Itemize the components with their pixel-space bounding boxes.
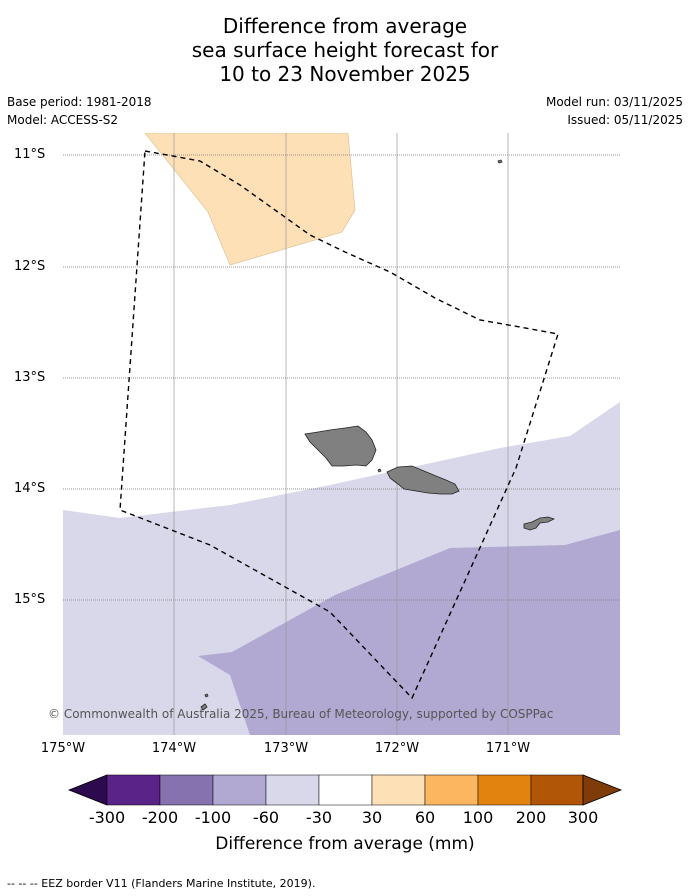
- colorbar-label: 100: [462, 808, 494, 827]
- land-areas: [200, 159, 556, 711]
- colorbar-label: 60: [414, 808, 436, 827]
- colorbar-title: Difference from average (mm): [215, 834, 475, 854]
- base-period: Base period: 1981-2018: [7, 95, 152, 109]
- lon-label-173w: 173°W: [263, 741, 309, 756]
- lat-label-11s: 11°S: [14, 147, 46, 162]
- eez-border: [119, 150, 559, 700]
- small-island-south: [200, 703, 208, 711]
- title-line-3: 10 to 23 November 2025: [219, 62, 471, 86]
- lat-label-12s: 12°S: [14, 259, 46, 274]
- copyright-notice: © Commonwealth of Australia 2025, Bureau…: [48, 707, 554, 721]
- lon-label-171w: 171°W: [485, 741, 531, 756]
- model-run: Model run: 03/11/2025: [545, 95, 683, 109]
- islet-between: [377, 468, 382, 473]
- colorbar-label: 300: [567, 808, 599, 827]
- issued-date: Issued: 05/11/2025: [567, 113, 683, 127]
- colorbar-label: -60: [252, 808, 280, 827]
- lat-label-15s: 15°S: [14, 592, 46, 607]
- colorbar-label: -30: [305, 808, 333, 827]
- colorbar-label: -200: [141, 808, 179, 827]
- map-title: Difference from average sea surface heig…: [0, 14, 690, 86]
- anomaly-band-plus-30-to-plus-60: [144, 133, 356, 266]
- small-island-south-2: [204, 693, 209, 698]
- title-line-2: sea surface height forecast for: [191, 38, 499, 62]
- lat-label-13s: 13°S: [14, 370, 46, 385]
- swains-island: [497, 159, 503, 164]
- eez-legend-note: -- -- -- EEZ border V11 (Flanders Marine…: [7, 877, 316, 890]
- savaii-island: [304, 425, 377, 467]
- lon-label-172w: 172°W: [374, 741, 420, 756]
- colorbar-label: -300: [88, 808, 126, 827]
- colorbar-label: -100: [194, 808, 232, 827]
- lon-label-175w: 175°W: [40, 741, 86, 756]
- title-line-1: Difference from average: [222, 14, 468, 38]
- upolu-island: [386, 465, 460, 495]
- lat-label-14s: 14°S: [14, 481, 46, 496]
- tutuila-island: [523, 516, 556, 531]
- lon-label-174w: 174°W: [151, 741, 197, 756]
- anomaly-band-minus-60-to-minus-100: [198, 530, 620, 735]
- gridlines: [63, 133, 620, 735]
- colorbar-label: 30: [361, 808, 383, 827]
- model-name: Model: ACCESS-S2: [7, 113, 119, 127]
- colorbar-label: 200: [515, 808, 547, 827]
